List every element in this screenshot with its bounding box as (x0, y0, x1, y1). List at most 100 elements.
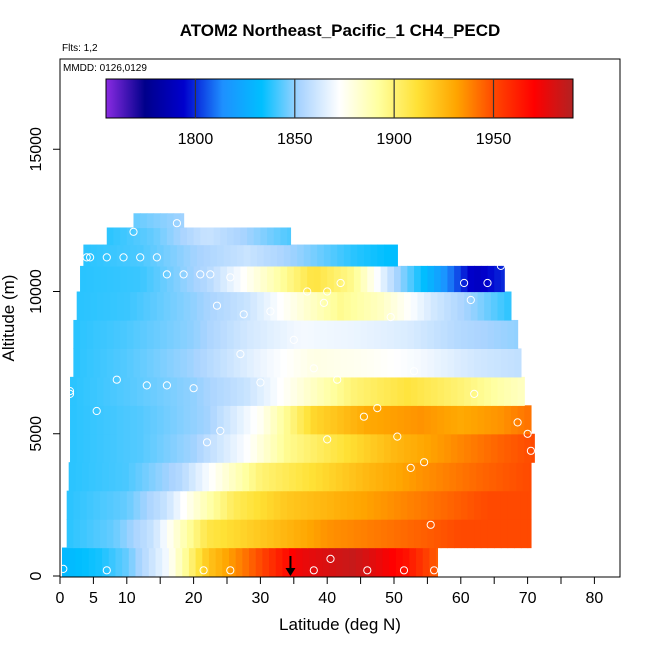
heatmap-cell (417, 376, 425, 406)
heatmap-cell (182, 462, 190, 492)
heatmap-cell (529, 462, 532, 492)
heatmap-cell (140, 348, 148, 378)
heatmap-cell (206, 265, 215, 293)
sample-point (333, 375, 342, 384)
heatmap-cell (193, 265, 201, 293)
heatmap-cell (297, 376, 305, 406)
heatmap-cell (430, 291, 439, 321)
heatmap-cell (417, 433, 425, 463)
heatmap-cell (122, 462, 130, 492)
heatmap-cell (106, 348, 115, 378)
heatmap-cell (76, 433, 84, 463)
heatmap-cell (113, 348, 121, 378)
heatmap-cell (90, 433, 98, 463)
heatmap-cell (75, 462, 83, 492)
heatmap-cell (287, 319, 295, 349)
heatmap-cell (237, 244, 245, 267)
heatmap-cell (436, 547, 439, 577)
heatmap-cell (447, 348, 455, 378)
sample-point (239, 310, 248, 319)
heatmap-cell (80, 348, 88, 378)
heatmap-cell (100, 319, 108, 349)
heatmap-cell (390, 291, 398, 321)
heatmap-cell (394, 319, 402, 349)
heatmap-cell (103, 405, 111, 435)
heatmap-cell (317, 433, 325, 463)
heatmap-cell (404, 291, 412, 321)
heatmap-cell (66, 519, 74, 549)
heatmap-cell (68, 547, 76, 577)
heatmap-cell (280, 348, 288, 378)
heatmap-cell (343, 405, 352, 435)
heatmap-cell (300, 319, 308, 349)
heatmap-cell (467, 519, 475, 549)
heatmap-cell (440, 265, 449, 293)
heatmap-cell (420, 348, 428, 378)
heatmap-cell (195, 462, 203, 492)
heatmap-cell (380, 519, 388, 549)
heatmap-cell (66, 490, 74, 520)
heatmap-cell (173, 490, 181, 520)
heatmap-cell (310, 244, 318, 267)
heatmap-cell (407, 265, 415, 293)
heatmap-cell (400, 490, 408, 520)
heatmap-cell (300, 348, 308, 378)
heatmap-cell (206, 319, 215, 349)
heatmap-cell (363, 376, 372, 406)
sample-point (212, 301, 222, 310)
heatmap-cell (155, 462, 163, 492)
heatmap-cell (353, 519, 362, 549)
plot-frame (59, 58, 621, 578)
heatmap-cell (133, 265, 141, 293)
x-tick-label: 10 (118, 590, 136, 607)
heatmap-cell (267, 348, 275, 378)
heatmap-cell (390, 244, 398, 267)
heatmap-cell (243, 291, 251, 321)
heatmap-cell (295, 547, 304, 577)
heatmap-cell (287, 490, 295, 520)
heatmap-cell (283, 291, 292, 321)
heatmap-cell (93, 319, 101, 349)
sample-point (309, 566, 318, 575)
heatmap-cell (383, 291, 392, 321)
heatmap-cell (420, 490, 428, 520)
heatmap-cell (108, 547, 117, 577)
heatmap-cell (370, 433, 378, 463)
sample-point (426, 520, 435, 529)
heatmap-cell (273, 319, 282, 349)
y-axis: 0 5000 10000 15000 (28, 127, 60, 580)
heatmap-cell (86, 490, 94, 520)
heatmap-cell (136, 291, 145, 321)
sample-point (513, 418, 522, 427)
heatmap-cell (270, 291, 278, 321)
heatmap-cell (153, 319, 161, 349)
heatmap-cell (213, 265, 221, 293)
heatmap-cell (170, 244, 178, 267)
heatmap-cell (480, 490, 489, 520)
heatmap-cell (106, 490, 115, 520)
heatmap-cell (120, 227, 128, 246)
heatmap-cell (143, 405, 151, 435)
heatmap-cell (307, 519, 315, 549)
heatmap-cell (196, 405, 205, 435)
heatmap-cell (340, 319, 348, 349)
heatmap-cell (133, 227, 141, 246)
heatmap-cell (113, 227, 121, 246)
heatmap-cell (424, 433, 432, 463)
heatmap-cell (280, 519, 288, 549)
heatmap-cell (464, 291, 472, 321)
heatmap-cell (283, 433, 292, 463)
sample-point (470, 389, 479, 398)
heatmap-cell (166, 213, 175, 229)
heatmap-cell (430, 405, 439, 435)
heatmap-cell (377, 244, 385, 267)
heatmap-cell (148, 547, 157, 577)
heatmap-cell (203, 244, 211, 267)
heatmap-cell (320, 348, 328, 378)
heatmap-cell (407, 490, 415, 520)
heatmap-cell (196, 291, 205, 321)
heatmap-cell (320, 319, 328, 349)
heatmap-cell (267, 319, 275, 349)
heatmap-cell (289, 462, 297, 492)
sample-point (406, 463, 415, 472)
